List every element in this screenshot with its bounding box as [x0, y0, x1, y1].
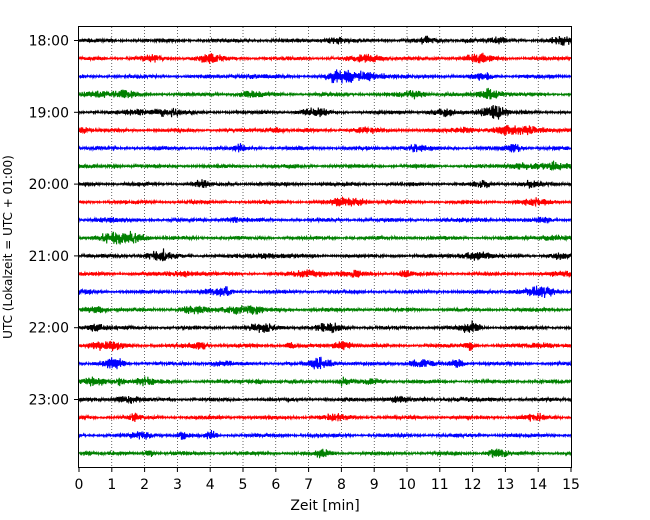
x-tick-label: 15 [562, 477, 580, 493]
trace-1945 [78, 160, 572, 172]
trace-2200 [78, 320, 572, 334]
trace-2045 [78, 230, 572, 245]
x-tick-label: 9 [370, 477, 379, 493]
trace-1915 [78, 124, 572, 136]
trace-2230 [78, 356, 572, 370]
trace-2330 [78, 430, 572, 440]
x-axis-title: Zeit [min] [290, 498, 359, 514]
y-tick-label: 21:00 [29, 249, 69, 265]
y-axis-title: UTC (Lokalzeit = UTC + 01:00) [1, 155, 15, 339]
x-tick-label: 0 [75, 477, 84, 493]
trace-2100 [78, 248, 572, 262]
trace-2030 [78, 216, 572, 224]
x-axis-ticks: 0 1 2 3 4 5 6 7 8 9 10 11 12 13 14 15 [75, 467, 580, 493]
trace-2215 [78, 340, 572, 352]
trace-1800 [78, 35, 572, 46]
trace-2015 [78, 196, 572, 208]
y-tick-label: 19:00 [29, 105, 69, 121]
trace-2245 [78, 376, 572, 387]
x-tick-label: 10 [398, 477, 416, 493]
x-tick-label: 4 [206, 477, 215, 493]
y-axis-ticks: 18:00 19:00 20:00 21:00 22:00 23:00 [29, 34, 79, 409]
trace-1815 [78, 52, 572, 64]
x-tick-label: 6 [271, 477, 280, 493]
y-tick-label: 18:00 [29, 34, 69, 50]
seismogram-traces [78, 35, 572, 459]
x-tick-label: 12 [464, 477, 482, 493]
x-tick-label: 5 [239, 477, 248, 493]
y-tick-label: 20:00 [29, 177, 69, 193]
x-tick-label: 1 [107, 477, 116, 493]
trace-2000 [78, 179, 572, 189]
trace-1845 [78, 87, 572, 100]
trace-1930 [78, 143, 572, 153]
y-tick-label: 22:00 [29, 321, 69, 337]
trace-2300 [78, 395, 572, 405]
trace-1830 [78, 69, 572, 84]
y-tick-label: 23:00 [29, 393, 69, 409]
x-tick-label: 3 [173, 477, 182, 493]
trace-2315 [78, 412, 572, 423]
trace-2145 [78, 305, 572, 315]
x-tick-label: 2 [140, 477, 149, 493]
grid-lines [111, 27, 539, 467]
trace-2130 [78, 285, 572, 299]
trace-2115 [78, 269, 572, 279]
x-tick-label: 14 [529, 477, 547, 493]
x-tick-label: 7 [304, 477, 313, 493]
x-tick-label: 11 [431, 477, 449, 493]
plot-frame [78, 26, 572, 468]
trace-1900 [78, 105, 572, 120]
trace-2345 [78, 448, 572, 459]
x-tick-label: 13 [496, 477, 514, 493]
x-tick-label: 8 [337, 477, 346, 493]
